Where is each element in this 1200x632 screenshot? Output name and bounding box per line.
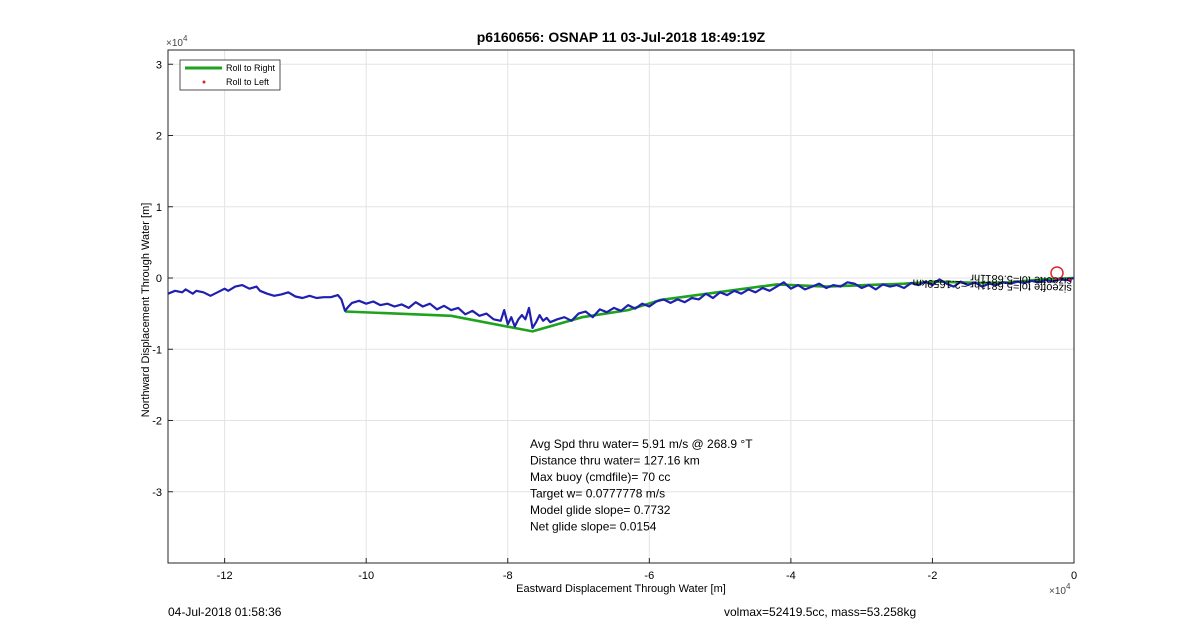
- stat-line: Target w= 0.0777778 m/s: [530, 487, 665, 501]
- series-line-1: [167, 276, 1075, 329]
- series-layer: [167, 276, 1075, 333]
- end-point: [1068, 278, 1072, 282]
- x-exponent-label: ×104: [1049, 582, 1071, 597]
- y-exponent-power: 4: [183, 34, 188, 43]
- plot-area: [167, 49, 1075, 564]
- y-tick-label: 1: [156, 202, 162, 214]
- y-axis-label: Northward Displacement Through Water [m]: [140, 203, 152, 418]
- stat-line: Avg Spd thru water= 5.91 m/s @ 268.9 °T: [530, 437, 753, 451]
- legend-roll-left-label: Roll to Left: [226, 77, 270, 87]
- y-tick-label: 2: [156, 131, 162, 143]
- x-tick-label: -2: [928, 570, 938, 582]
- stat-line: Net glide slope= 0.0154: [530, 520, 657, 534]
- rotated-label-main: sizeofte tol=5.6811hr =2.1659km: [912, 276, 1072, 294]
- x-exponent-base: ×10: [1049, 586, 1066, 597]
- grid-lines: [168, 50, 1075, 563]
- stats-block: Avg Spd thru water= 5.91 m/s @ 268.9 °T D…: [530, 437, 753, 534]
- x-tick-label: -4: [786, 570, 796, 582]
- stat-line: Max buoy (cmdfile)= 70 cc: [530, 470, 670, 484]
- y-exponent-label: ×104: [166, 34, 188, 49]
- x-tick-label: -10: [358, 570, 374, 582]
- stat-line: Model glide slope= 0.7732: [530, 503, 671, 517]
- x-exponent-power: 4: [1066, 582, 1071, 591]
- y-tick-label: 3: [156, 59, 162, 71]
- y-tick-label: 0: [156, 273, 162, 285]
- legend: Roll to Right Roll to Left: [179, 59, 281, 91]
- y-tick-label: -3: [152, 487, 162, 499]
- x-tick-label: -12: [217, 570, 233, 582]
- rotated-label-top: sizeofte tol=5.6811hr: [970, 271, 1072, 287]
- footer-timestamp: 04-Jul-2018 01:58:36: [168, 605, 282, 619]
- footer-volmax: volmax=52419.5cc, mass=53.258kg: [724, 605, 917, 619]
- x-axis-label: Eastward Displacement Through Water [m]: [516, 583, 726, 595]
- chart-title: p6160656: OSNAP 11 03-Jul-2018 18:49:19Z: [477, 29, 766, 45]
- y-tick-label: -1: [152, 344, 162, 356]
- y-exponent-base: ×10: [166, 38, 183, 49]
- x-tick-label: -8: [503, 570, 513, 582]
- x-tick-label: 0: [1071, 570, 1077, 582]
- legend-box: [179, 59, 281, 91]
- x-tick-label: -6: [644, 570, 654, 582]
- legend-roll-right-label: Roll to Right: [226, 63, 276, 73]
- stat-line: Distance thru water= 127.16 km: [530, 454, 700, 468]
- y-tick-label: -2: [152, 416, 162, 428]
- legend-roll-left-swatch: [202, 80, 206, 84]
- end-marker: [1050, 266, 1064, 280]
